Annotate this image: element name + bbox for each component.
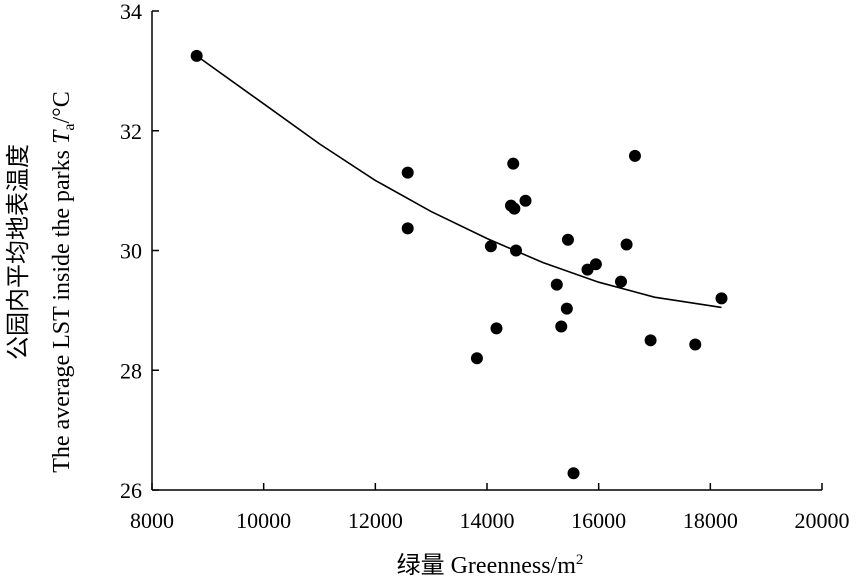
x-ticks: 8000 10000 12000 14000 16000 18000 20000 (130, 483, 850, 533)
data-point (550, 278, 563, 291)
y-tick-label: 28 (120, 358, 142, 383)
y-tick-label: 32 (120, 119, 142, 144)
x-tick-label: 12000 (348, 508, 403, 533)
data-point (508, 202, 521, 215)
data-point (628, 149, 641, 162)
data-point (644, 334, 657, 347)
y-ticks: 26 28 30 32 34 (120, 0, 159, 503)
data-point (715, 292, 728, 305)
trendline (196, 55, 722, 309)
data-point (589, 258, 602, 271)
data-point (689, 338, 702, 351)
data-point (470, 352, 483, 365)
data-point (484, 240, 497, 253)
data-point (519, 194, 532, 207)
y-tick-label: 30 (120, 239, 142, 264)
data-point (190, 49, 203, 62)
data-point (555, 320, 568, 333)
x-tick-label: 18000 (683, 508, 738, 533)
data-point (561, 233, 574, 246)
y-tick-label: 26 (120, 478, 142, 503)
y-tick-label: 34 (120, 0, 142, 24)
x-axis-label: 绿量 Greenness/m2 (397, 552, 584, 579)
x-tick-label: 10000 (236, 508, 291, 533)
y-axis-label-chinese: 公园内平均地表温度 (5, 144, 32, 360)
data-point (560, 302, 573, 315)
x-tick-label: 8000 (130, 508, 174, 533)
data-point (567, 467, 580, 480)
data-point (507, 157, 520, 170)
data-point (510, 244, 523, 257)
x-tick-label: 16000 (571, 508, 626, 533)
data-point (615, 275, 627, 288)
x-tick-label: 14000 (460, 508, 515, 533)
data-point (490, 322, 503, 335)
data-point (401, 222, 414, 235)
data-point (401, 166, 414, 179)
data-points (190, 49, 728, 480)
x-tick-label: 20000 (795, 508, 850, 533)
y-axis-label-english: The average LST inside the parks Ta/°C (49, 91, 78, 473)
data-point (620, 238, 633, 251)
